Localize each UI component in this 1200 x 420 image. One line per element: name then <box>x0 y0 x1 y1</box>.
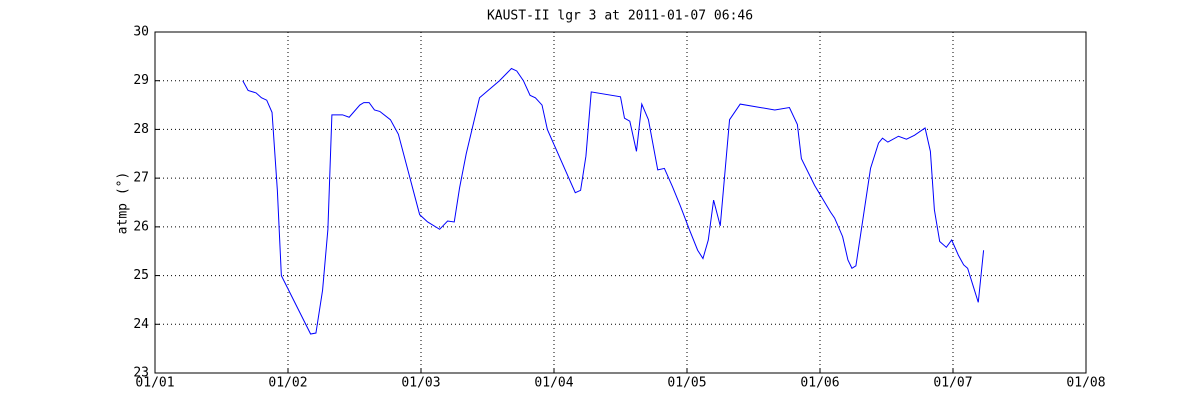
plot-frame <box>154 31 1087 374</box>
x-tick-label: 01/05 <box>667 376 706 391</box>
y-tick-label: 30 <box>133 25 149 40</box>
y-tick-label: 26 <box>133 219 149 234</box>
y-tick-label: 27 <box>133 171 149 186</box>
x-tick-label: 01/01 <box>135 376 174 391</box>
x-tick-label: 01/08 <box>1066 376 1105 391</box>
x-tick-label: 01/04 <box>534 376 573 391</box>
x-tick-label: 01/03 <box>401 376 440 391</box>
y-tick-label: 23 <box>133 366 149 381</box>
x-tick-label: 01/02 <box>268 376 307 391</box>
y-tick-label: 24 <box>133 317 149 332</box>
x-tick-label: 01/06 <box>800 376 839 391</box>
data-line <box>242 67 985 335</box>
y-tick-label: 25 <box>133 268 149 283</box>
y-tick-label: 28 <box>133 122 149 137</box>
x-tick-label: 01/07 <box>933 376 972 391</box>
y-tick-label: 29 <box>133 73 149 88</box>
chart-title: KAUST-II lgr 3 at 2011-01-07 06:46 <box>487 9 753 24</box>
y-axis-label: atmp (°) <box>116 172 131 235</box>
